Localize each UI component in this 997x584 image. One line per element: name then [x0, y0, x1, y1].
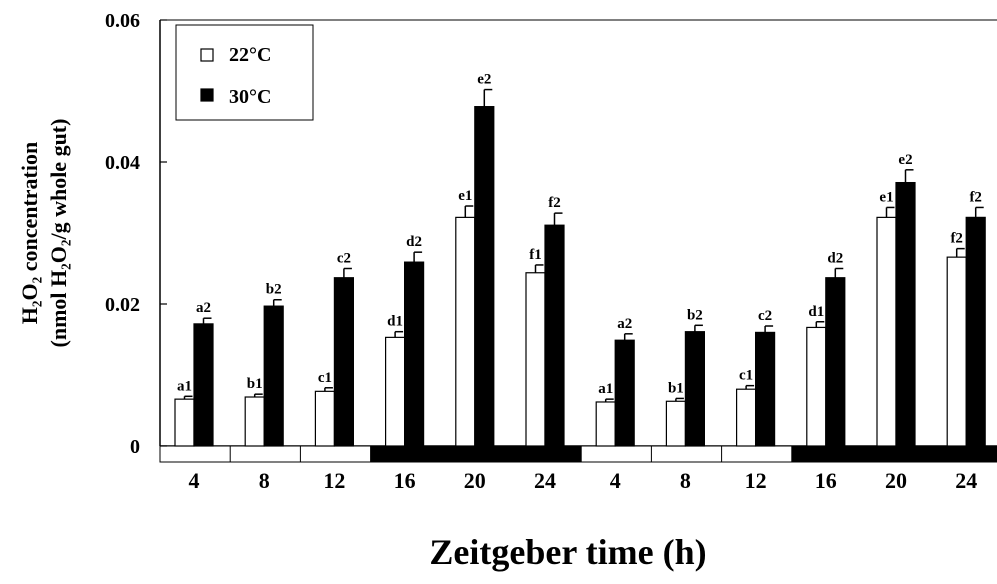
legend-swatch-30c [200, 88, 214, 102]
bar-30c [333, 277, 354, 447]
significance-label: c1 [318, 370, 332, 386]
light-dark-segment-dark [931, 445, 997, 463]
y-axis-label-line1: H₂O₂ concentration [17, 142, 42, 324]
light-dark-segment-light [580, 445, 653, 463]
x-tick-label: 20 [885, 468, 907, 493]
light-dark-segment-light [299, 445, 372, 463]
significance-label: f2 [950, 231, 963, 247]
significance-label: a2 [617, 316, 632, 332]
significance-label: d2 [406, 234, 422, 250]
light-dark-segment-dark [440, 445, 512, 463]
bar-22c [806, 326, 827, 447]
legend-swatch-22c [200, 48, 214, 62]
bar-30c [193, 323, 214, 447]
significance-label: e2 [477, 72, 491, 88]
x-axis-ticks: 4 8 12 16 20 24 4 8 12 16 20 24 [189, 468, 978, 493]
significance-label: f2 [548, 195, 561, 211]
bar-22c [385, 336, 406, 447]
x-tick-label: 16 [394, 468, 416, 493]
x-tick-label: 4 [610, 468, 621, 493]
light-dark-bar [159, 445, 997, 463]
light-dark-segment-dark [791, 445, 863, 463]
y-tick-label: 0.02 [105, 294, 140, 316]
bar-30c [474, 106, 495, 447]
bar-22c [946, 256, 967, 447]
significance-label: b2 [687, 307, 703, 323]
legend-label-30c: 30°C [229, 86, 271, 108]
bar-30c [825, 277, 846, 447]
significance-label: c2 [337, 251, 351, 267]
bar-30c [263, 305, 284, 447]
bar-30c [895, 181, 916, 447]
bar-22c [174, 398, 195, 447]
light-dark-segment-light [650, 445, 723, 463]
significance-label: b1 [247, 376, 263, 392]
significance-label: c1 [739, 368, 753, 384]
light-dark-segment-dark [370, 445, 442, 463]
bar-30c [754, 331, 776, 447]
legend-box [175, 24, 314, 121]
significance-label: d1 [808, 304, 824, 320]
light-dark-segment-light [229, 445, 302, 463]
significance-label: c2 [758, 308, 772, 324]
bar-22c [455, 216, 476, 447]
significance-label: e1 [879, 189, 893, 205]
significance-label: b1 [668, 380, 684, 396]
legend-label-22c: 22°C [229, 44, 271, 66]
significance-label: d1 [387, 314, 403, 330]
y-tick-label: 0.04 [105, 152, 140, 174]
legend: 22°C 30°C [175, 24, 314, 121]
significance-label: a1 [598, 381, 613, 397]
bar-22c [735, 388, 757, 447]
y-axis-ticks: 0 0.02 0.04 0.06 [105, 10, 167, 458]
x-tick-label: 12 [323, 468, 345, 493]
bar-22c [314, 390, 335, 447]
bar-22c [876, 216, 897, 447]
bars: a1 b1 c1 d1 e1 f1 a1 b1 c1 d1 e1 f2 a2 b2 c2 d2 e2 f2 a2 b2… [174, 72, 986, 447]
light-dark-segment-light [721, 445, 793, 463]
significance-label: a1 [177, 378, 192, 394]
x-tick-label: 4 [189, 468, 200, 493]
light-dark-segment-light [159, 445, 232, 463]
light-dark-segment-dark [861, 445, 934, 463]
x-tick-label: 8 [680, 468, 691, 493]
bar-30c [965, 216, 986, 447]
bar-30c [544, 224, 565, 447]
x-tick-label: 8 [259, 468, 270, 493]
significance-label: e1 [458, 188, 472, 204]
light-dark-segment-dark [510, 445, 583, 463]
significance-label: f2 [969, 189, 982, 205]
significance-label: a2 [196, 300, 211, 316]
bar-30c [404, 261, 425, 447]
x-tick-label: 24 [534, 468, 556, 493]
bar-30c [614, 339, 635, 447]
x-tick-label: 24 [955, 468, 977, 493]
x-tick-label: 12 [745, 468, 767, 493]
bar-30c [684, 331, 706, 447]
bar-22c [665, 400, 687, 447]
x-axis-label: Zeitgeber time (h) [429, 532, 706, 572]
x-tick-label: 16 [815, 468, 837, 493]
y-tick-label: 0.06 [105, 10, 140, 32]
x-tick-label: 20 [464, 468, 486, 493]
significance-label: d2 [827, 251, 843, 267]
bar-22c [244, 396, 265, 447]
bar-22c [595, 401, 616, 447]
significance-label: f1 [529, 247, 542, 263]
bar-22c [525, 272, 546, 447]
y-axis-label-line2: (nmol H₂O₂/g whole gut) [46, 119, 71, 348]
y-tick-label: 0 [130, 436, 140, 458]
significance-label: e2 [898, 152, 912, 168]
significance-label: b2 [266, 282, 282, 298]
